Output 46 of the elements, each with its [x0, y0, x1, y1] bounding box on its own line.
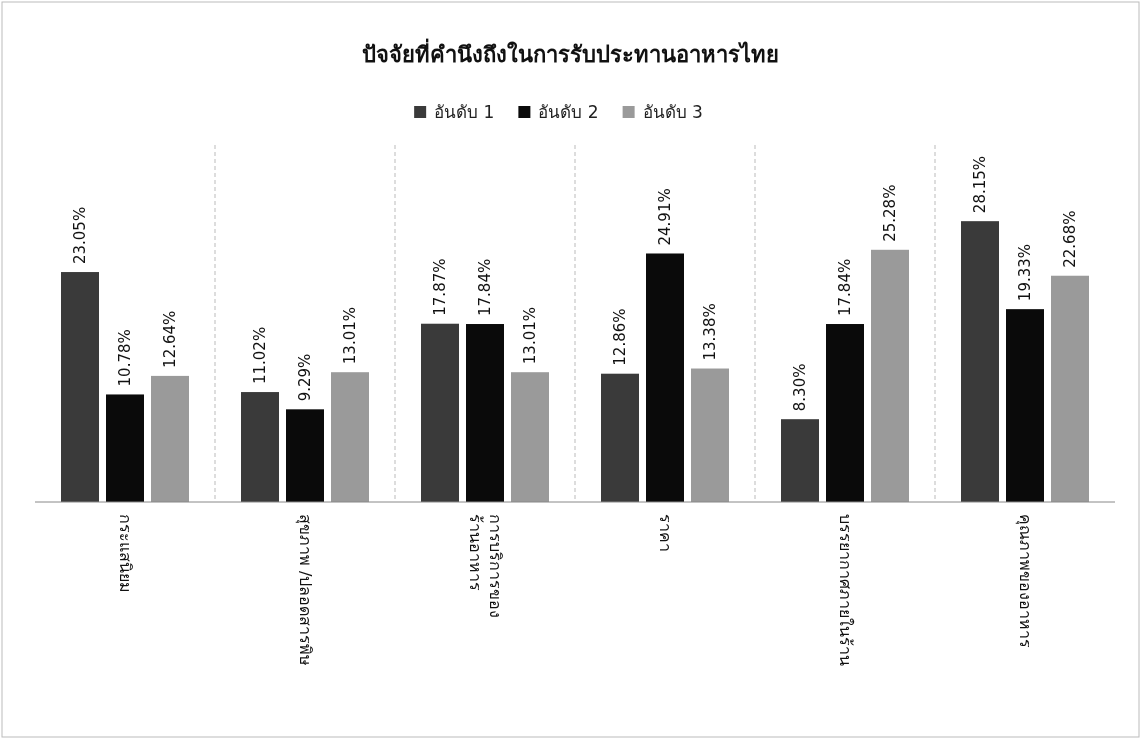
data-label: 17.84% — [836, 258, 854, 317]
bar — [826, 324, 864, 502]
data-label: 13.01% — [341, 307, 359, 365]
data-label: 28.15% — [971, 155, 989, 214]
bar — [781, 419, 819, 502]
bar — [106, 394, 144, 502]
bar — [151, 375, 189, 502]
data-label: 17.87% — [431, 258, 449, 316]
bar — [331, 372, 369, 502]
bar — [691, 368, 729, 502]
data-label: 19.33% — [1016, 243, 1034, 302]
bar — [1051, 275, 1089, 502]
bar — [421, 323, 459, 502]
data-label: 10.78% — [116, 329, 134, 387]
data-label: 8.30% — [791, 363, 809, 412]
x-tick-label: บรรยากาศภายในร้าน — [836, 514, 855, 666]
bar — [511, 372, 549, 502]
data-label: 12.64% — [161, 310, 179, 368]
data-label: 24.91% — [656, 188, 674, 246]
legend-label: อันดับ 1 — [434, 102, 495, 122]
data-label: 23.05% — [71, 206, 89, 265]
legend-label: อันดับ 2 — [538, 102, 599, 122]
legend-label: อันดับ 3 — [642, 102, 703, 122]
bar — [1006, 309, 1044, 502]
bar — [286, 409, 324, 502]
x-tick-label: กระแสนิยม — [116, 514, 135, 593]
x-tick-label: การบริการของ ร้านอาหาร — [466, 514, 505, 618]
chart-title: ปัจจัยที่คำนึงถึงในการรับประทานอาหารไทย — [362, 38, 779, 67]
data-label: 17.84% — [476, 258, 494, 317]
bar — [61, 272, 99, 502]
bar — [961, 221, 999, 502]
x-tick-label: สุขภาพ /ปลอดสารพิษ — [295, 514, 315, 667]
bar — [466, 324, 504, 502]
data-label: 25.28% — [881, 184, 899, 242]
bar — [646, 253, 684, 502]
data-label: 12.86% — [611, 308, 629, 366]
data-label: 9.29% — [296, 353, 314, 402]
bar — [601, 373, 639, 502]
bar — [871, 249, 909, 502]
x-tick-label: ราคา — [656, 514, 675, 552]
data-label: 13.38% — [701, 303, 719, 361]
x-tick-label: คุณภาพของอาหาร — [1015, 514, 1035, 648]
data-label: 22.68% — [1061, 210, 1079, 268]
data-label: 13.01% — [521, 307, 539, 365]
bar — [241, 392, 279, 502]
data-label: 11.02% — [251, 326, 269, 385]
